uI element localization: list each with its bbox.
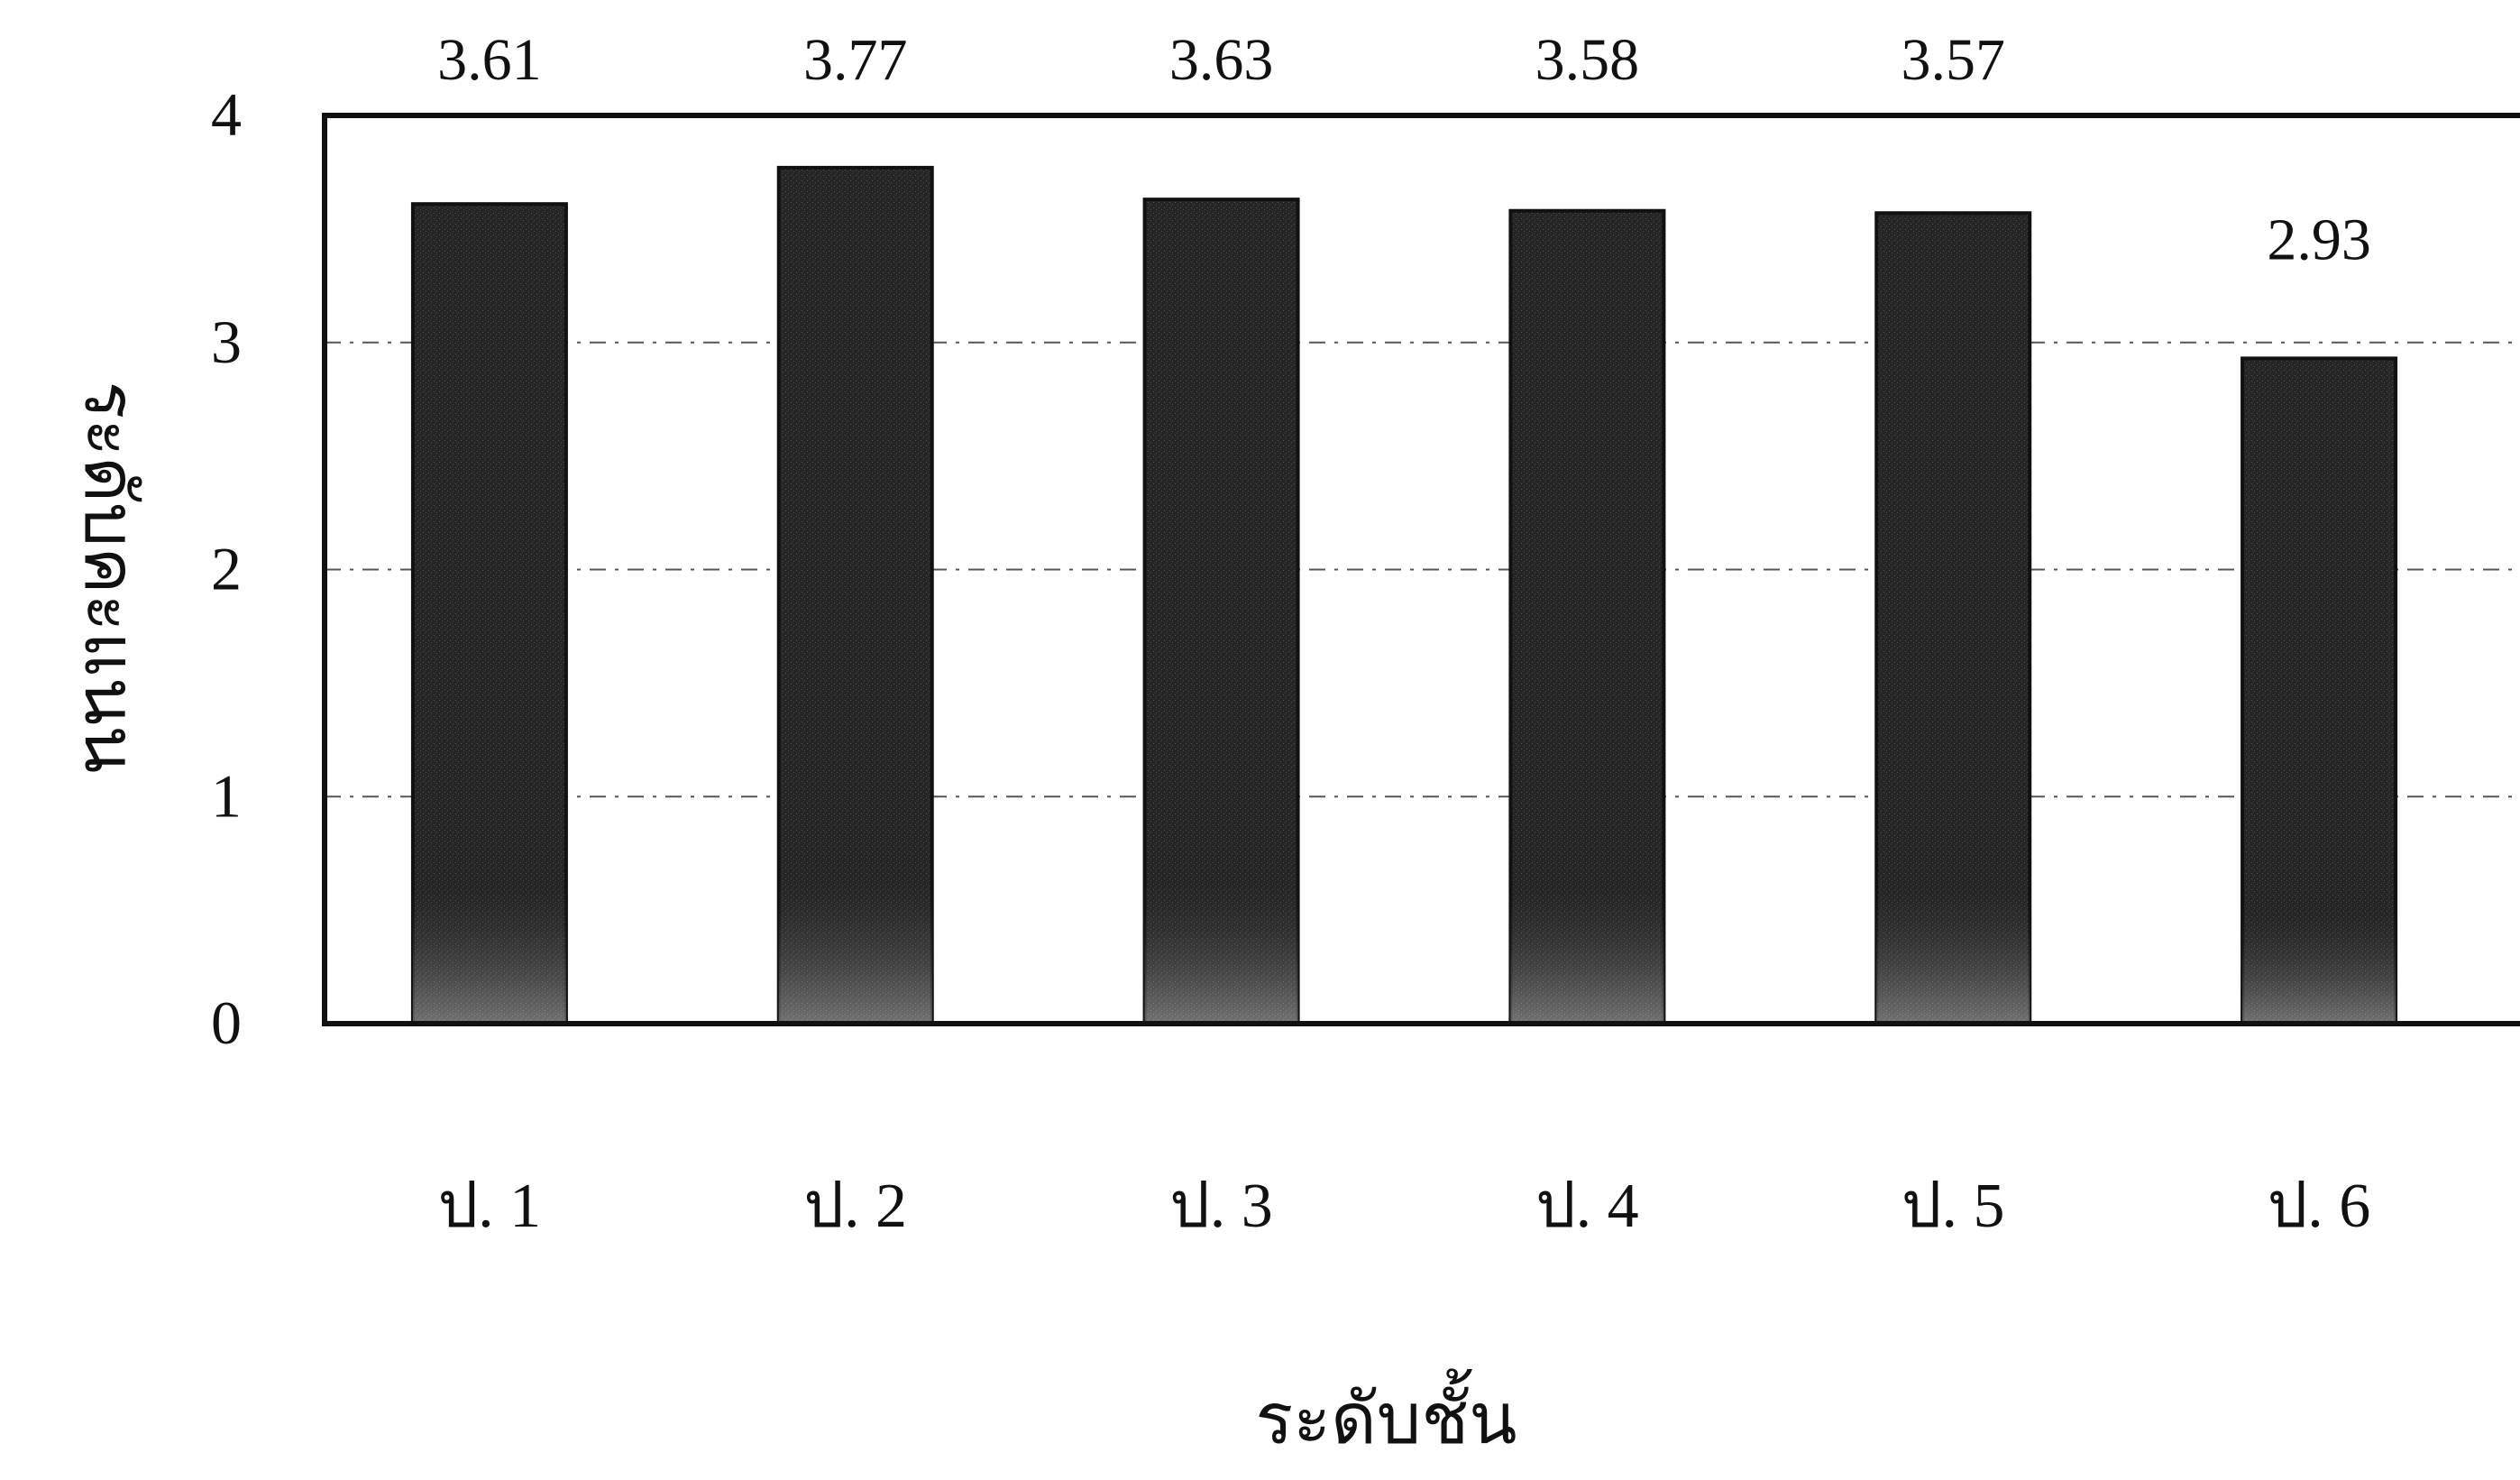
bar-shade [2242, 358, 2396, 1024]
y-tick-labels: 0 1 2 3 4 [211, 80, 242, 1057]
bar-shade [1144, 199, 1298, 1024]
data-label: 3.58 [1535, 27, 1640, 93]
x-category-labels: ป. 1 ป. 2 ป. 3 ป. 4 ป. 5 ป. 6 [438, 1172, 2371, 1241]
x-category-label: ป. 2 [804, 1172, 907, 1241]
data-label: 3.61 [437, 27, 542, 93]
y-tick-label: 1 [211, 761, 242, 830]
data-labels: 3.61 3.77 3.63 3.58 3.57 2.93 [437, 27, 2371, 272]
y-axis-title: ระดับคะแนน [70, 381, 149, 774]
y-tick-label: 0 [211, 988, 242, 1057]
plot-frame [322, 113, 2520, 1026]
data-label: 3.57 [1901, 27, 2006, 93]
bar-shade [412, 204, 566, 1024]
x-category-label: ป. 1 [438, 1172, 541, 1241]
bars [410, 165, 2398, 1026]
x-category-label: ป. 5 [1901, 1172, 2004, 1241]
x-category-label: ป. 6 [2268, 1172, 2370, 1241]
data-label: 3.63 [1169, 27, 1274, 93]
y-tick-label: 4 [211, 80, 242, 149]
y-tick-label: 3 [211, 308, 242, 376]
x-category-label: ป. 4 [1535, 1172, 1638, 1241]
y-tick-label: 2 [211, 535, 242, 603]
x-axis-title: ระดับชั้น [1255, 1368, 1517, 1458]
data-label: 3.77 [803, 27, 908, 93]
bar-shade [1876, 213, 2030, 1024]
data-label: 2.93 [2267, 207, 2371, 272]
x-category-label: ป. 3 [1169, 1172, 1272, 1241]
bar-shade [778, 167, 932, 1025]
gridlines [325, 341, 2520, 798]
bar-shade [1510, 210, 1664, 1025]
